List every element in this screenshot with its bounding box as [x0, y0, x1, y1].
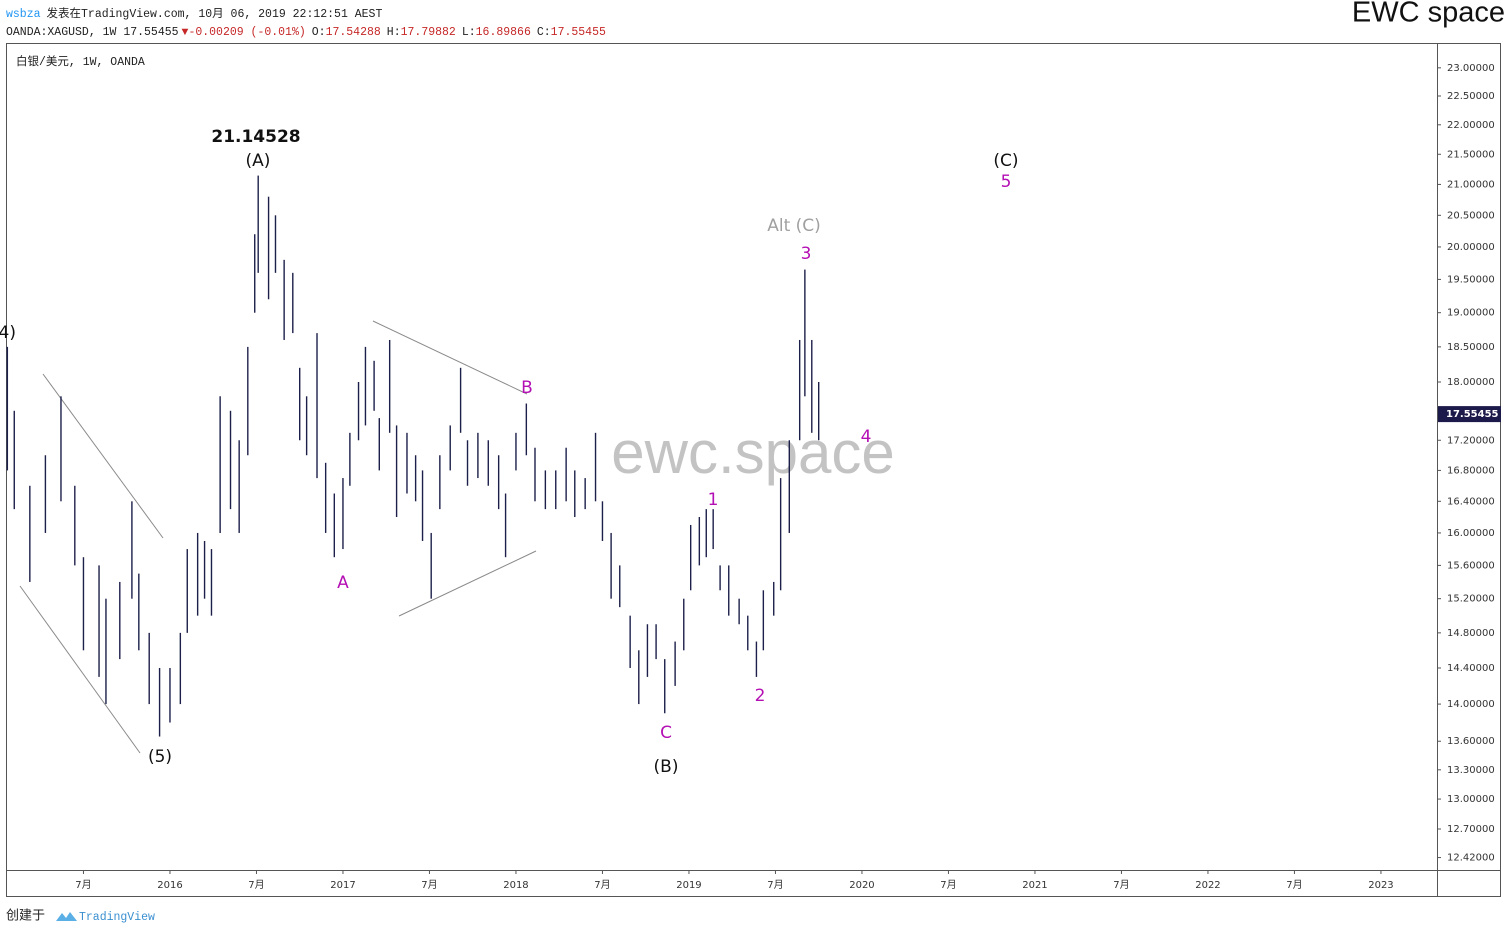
x-tick-label: 2017: [330, 880, 355, 891]
y-tick-label: 23.00000: [1447, 63, 1495, 74]
y-tick-label: 14.00000: [1447, 699, 1495, 710]
last-price-label: 17.55455: [1446, 409, 1499, 420]
label: L:: [462, 26, 476, 39]
y-tick-label: 12.42000: [1447, 853, 1495, 864]
footer-logo[interactable]: TradingView: [79, 911, 155, 924]
y-tick-label: 22.50000: [1447, 91, 1495, 102]
annotation: (A): [246, 151, 271, 171]
annotation: 3: [801, 244, 812, 264]
annotation: (C): [993, 151, 1018, 171]
x-tick-label: 2016: [157, 880, 182, 891]
x-tick-label: 7月: [767, 879, 783, 891]
y-tick-label: 16.40000: [1447, 496, 1495, 507]
value: 16.89866: [476, 26, 531, 39]
annotation: (4): [0, 323, 16, 343]
x-tick-label: 7月: [75, 879, 91, 891]
y-tick-label: 14.80000: [1447, 628, 1495, 639]
annotation: B: [521, 378, 533, 398]
y-tick-label: 18.00000: [1447, 377, 1495, 388]
y-tick-label: 20.50000: [1447, 210, 1495, 221]
x-tick-label: 2020: [849, 880, 874, 891]
y-tick-label: 21.00000: [1447, 179, 1495, 190]
x-tick-label: 7月: [594, 879, 610, 891]
symbol-label: 白银/美元, 1W, OANDA: [16, 54, 145, 69]
y-tick-label: 16.00000: [1447, 528, 1495, 539]
header-line: wsbza 发表在TradingView.com, 10月 06, 2019 22…: [6, 6, 382, 21]
x-tick-label: 7月: [1286, 879, 1302, 891]
annotation: 2: [755, 686, 766, 706]
footer-created: 创建于: [6, 907, 45, 922]
y-tick-label: 19.00000: [1447, 308, 1495, 319]
logo-icon: [56, 912, 77, 921]
trendline: [42, 373, 164, 539]
y-tick-label: 17.20000: [1447, 435, 1495, 446]
symbol: OANDA:XAGUSD, 1W 17.55455: [6, 26, 179, 39]
annotation: 1: [708, 490, 719, 510]
y-tick-label: 15.20000: [1447, 594, 1495, 605]
annotation: (5): [148, 747, 172, 767]
annotation: 21.14528: [211, 127, 300, 147]
x-tick-label: 7月: [421, 879, 437, 891]
y-tick-label: 12.70000: [1447, 824, 1495, 835]
y-tick-label: 22.00000: [1447, 120, 1495, 131]
y-tick-label: 18.50000: [1447, 342, 1495, 353]
y-tick-label: 15.60000: [1447, 560, 1495, 571]
annotation: C: [660, 723, 672, 743]
value: 17.79882: [401, 26, 456, 39]
x-tick-label: 2021: [1022, 880, 1047, 891]
x-tick-label: 2019: [676, 880, 701, 891]
y-tick-label: 21.50000: [1447, 149, 1495, 160]
y-tick-label: 14.40000: [1447, 663, 1495, 674]
label: O:: [312, 26, 326, 39]
y-tick-label: 19.50000: [1447, 274, 1495, 285]
y-tick-label: 20.00000: [1447, 242, 1495, 253]
down-arrow: ▼: [182, 26, 189, 39]
price-bars: [6, 175, 820, 737]
published: 发表在TradingView.com, 10月 06, 2019 22:12:5…: [47, 6, 383, 21]
annotation: (B): [654, 757, 679, 777]
x-tick-label: 7月: [940, 879, 956, 891]
user[interactable]: wsbza: [6, 8, 41, 21]
x-tick-label: 2018: [503, 880, 528, 891]
trendline: [19, 585, 141, 754]
y-tick-label: 13.30000: [1447, 765, 1495, 776]
y-tick-label: 16.80000: [1447, 465, 1495, 476]
frame: [6, 43, 1501, 897]
change: -0.00209 (-0.01%): [188, 26, 305, 39]
label: C:: [537, 26, 551, 39]
annotation: Alt (C): [767, 216, 821, 236]
value: 17.55455: [551, 26, 606, 39]
trendline: [398, 550, 537, 617]
ohlc-line: OANDA:XAGUSD, 1W 17.55455 ▼-0.00209 (-0.0…: [6, 26, 606, 39]
brand: EWC space: [1352, 0, 1505, 29]
x-tick-label: 2022: [1195, 880, 1220, 891]
annotation: 4: [861, 427, 872, 447]
y-tick-label: 13.00000: [1447, 794, 1495, 805]
x-tick-label: 2023: [1368, 880, 1393, 891]
x-tick-label: 7月: [1113, 879, 1129, 891]
watermark: ewc.space: [611, 419, 894, 486]
last-price-box: [1438, 406, 1501, 423]
value: 17.54288: [326, 26, 381, 39]
annotation: A: [337, 573, 349, 593]
x-tick-label: 7月: [248, 879, 264, 891]
trendlines: [19, 320, 537, 754]
label: H:: [387, 26, 401, 39]
annotation: 5: [1001, 172, 1012, 192]
trendline: [372, 320, 528, 395]
y-tick-label: 13.60000: [1447, 736, 1495, 747]
